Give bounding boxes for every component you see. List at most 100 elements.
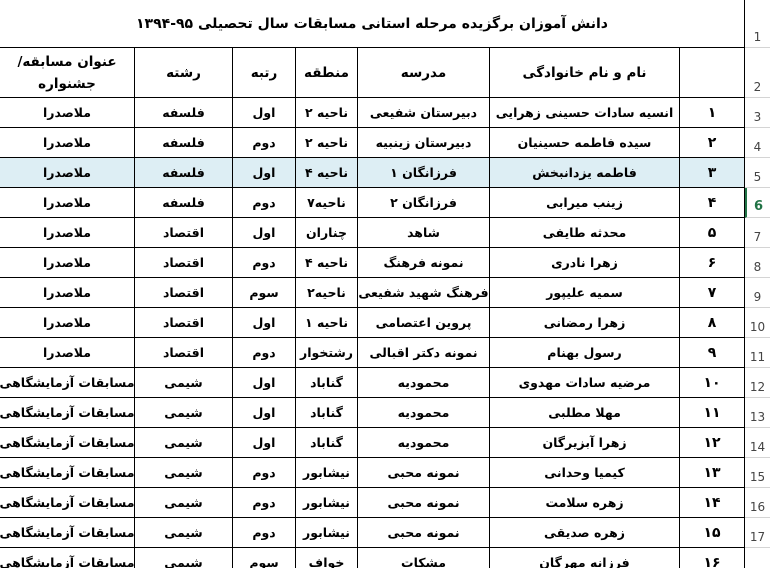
table-cell: گناباد: [296, 368, 358, 398]
table-cell: مسابقات آزمایشگاهی: [0, 428, 135, 458]
table-cell: ملاصدرا: [0, 248, 135, 278]
table-cell: فرهنگ شهید شفیعی: [358, 278, 490, 308]
row-index: ۱۴: [680, 488, 745, 518]
table-cell: سوم: [233, 278, 296, 308]
table-cell: نمونه محبی: [358, 518, 490, 548]
column-header: عنوان مسابقه/ جشنواره: [0, 48, 135, 98]
row-header: 1: [745, 0, 770, 48]
row-header: 17: [745, 518, 770, 548]
table-cell: ناحیه۲: [296, 278, 358, 308]
table-cell: مسابقات آزمایشگاهی: [0, 398, 135, 428]
table-cell: زهره سلامت: [490, 488, 680, 518]
row-index: ۱۰: [680, 368, 745, 398]
table-cell: ناحیه۷: [296, 188, 358, 218]
table-cell: نمونه محبی: [358, 458, 490, 488]
row-header: 5: [745, 158, 770, 188]
table-cell: شیمی: [135, 368, 233, 398]
table-cell: فرزانگان ۲: [358, 188, 490, 218]
table-cell: گناباد: [296, 398, 358, 428]
table-cell: محمودیه: [358, 398, 490, 428]
table-cell: ملاصدرا: [0, 308, 135, 338]
table-cell: فلسفه: [135, 158, 233, 188]
table-cell: نمونه محبی: [358, 488, 490, 518]
table-cell: گناباد: [296, 428, 358, 458]
table-cell: دوم: [233, 338, 296, 368]
sheet-title: دانش آموزان برگزیده مرحله استانی مسابقات…: [0, 0, 745, 48]
table-cell: شیمی: [135, 488, 233, 518]
table-cell: نمونه فرهنگ: [358, 248, 490, 278]
table-cell: سیده فاطمه حسینیان: [490, 128, 680, 158]
row-index: ۶: [680, 248, 745, 278]
row-header: 4: [745, 128, 770, 158]
table-cell: اقتصاد: [135, 338, 233, 368]
row-header: 7: [745, 218, 770, 248]
table-cell: زهرا رمضانی: [490, 308, 680, 338]
table-cell: شیمی: [135, 398, 233, 428]
table-cell: اول: [233, 158, 296, 188]
table-cell: ناحیه ۲: [296, 98, 358, 128]
table-cell: محمودیه: [358, 428, 490, 458]
table-cell: شیمی: [135, 458, 233, 488]
table-cell: ملاصدرا: [0, 98, 135, 128]
table-cell: ملاصدرا: [0, 278, 135, 308]
table-cell: نمونه دکتر اقبالی: [358, 338, 490, 368]
table-cell: مسابقات آزمایشگاهی: [0, 488, 135, 518]
table-cell: مسابقات آزمایشگاهی: [0, 518, 135, 548]
table-cell: فلسفه: [135, 188, 233, 218]
table-cell: اول: [233, 98, 296, 128]
row-index: ۱۲: [680, 428, 745, 458]
row-header: 12: [745, 368, 770, 398]
table-cell: مسابقات آزمایشگاهی: [0, 368, 135, 398]
table-cell: زهرا آبزیرگان: [490, 428, 680, 458]
table-cell: فاطمه یزدانبخش: [490, 158, 680, 188]
table-cell: دوم: [233, 128, 296, 158]
row-index: ۷: [680, 278, 745, 308]
table-cell: اقتصاد: [135, 248, 233, 278]
table-cell: فلسفه: [135, 128, 233, 158]
table-cell: مرضیه سادات مهدوی: [490, 368, 680, 398]
table-cell: دوم: [233, 488, 296, 518]
column-header: [680, 48, 745, 98]
table-cell: دوم: [233, 188, 296, 218]
column-header: رتبه: [233, 48, 296, 98]
table-cell: مسابقات آزمایشگاهی: [0, 458, 135, 488]
table-cell: رشتخوار: [296, 338, 358, 368]
table-cell: ناحیه ۴: [296, 248, 358, 278]
table-cell: شیمی: [135, 428, 233, 458]
table-cell: مهلا مطلبی: [490, 398, 680, 428]
column-header: نام و نام خانوادگی: [490, 48, 680, 98]
table-cell: اقتصاد: [135, 218, 233, 248]
table-cell: ملاصدرا: [0, 338, 135, 368]
table-cell: سمیه علیپور: [490, 278, 680, 308]
row-header: 10: [745, 308, 770, 338]
table-cell: اول: [233, 218, 296, 248]
row-index: ۱: [680, 98, 745, 128]
row-header: 8: [745, 248, 770, 278]
table-cell: محمودیه: [358, 368, 490, 398]
table-cell: نیشابور: [296, 488, 358, 518]
table-cell: ملاصدرا: [0, 158, 135, 188]
table-cell: فرزانگان ۱: [358, 158, 490, 188]
row-index: ۱۵: [680, 518, 745, 548]
row-header: 13: [745, 398, 770, 428]
row-index: ۱۱: [680, 398, 745, 428]
row-header: 16: [745, 488, 770, 518]
table-cell: سوم: [233, 548, 296, 568]
row-header: 15: [745, 458, 770, 488]
row-header: 6: [745, 188, 770, 218]
column-header: منطقه: [296, 48, 358, 98]
table-cell: نیشابور: [296, 518, 358, 548]
table-cell: مشکات: [358, 548, 490, 568]
table-cell: ناحیه ۲: [296, 128, 358, 158]
table-cell: ناحیه ۱: [296, 308, 358, 338]
column-header: رشته: [135, 48, 233, 98]
table-cell: محدثه طایفی: [490, 218, 680, 248]
row-index: ۱۶: [680, 548, 745, 568]
table-cell: دبیرستان زینبیه: [358, 128, 490, 158]
table-cell: شیمی: [135, 548, 233, 568]
row-index: ۳: [680, 158, 745, 188]
row-header: 11: [745, 338, 770, 368]
row-header: [745, 548, 770, 568]
table-cell: شاهد: [358, 218, 490, 248]
